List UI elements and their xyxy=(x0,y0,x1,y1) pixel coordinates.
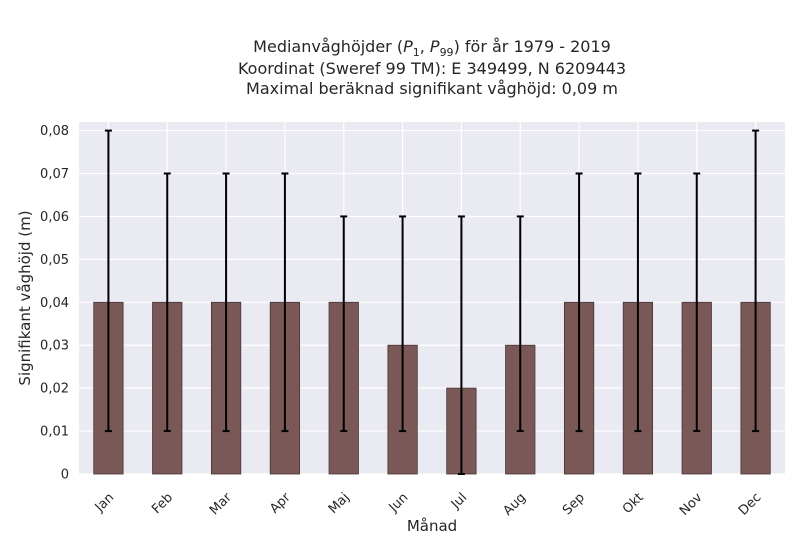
errorbar-dec xyxy=(752,129,760,433)
chart-title-line-3: Maximal beräknad signifikant våghöjd: 0,… xyxy=(246,79,618,98)
errorbar-feb xyxy=(163,172,171,433)
errorbar-sep xyxy=(575,172,583,433)
y-tick-label: 0,01 xyxy=(40,425,69,440)
x-axis-label: Månad xyxy=(407,517,457,535)
y-tick-label: 0 xyxy=(61,468,69,483)
errorbar-okt xyxy=(634,172,642,433)
errorbar-mar xyxy=(222,172,230,433)
y-tick-label: 0,02 xyxy=(40,382,69,397)
y-axis-label: Signifikant våghöjd (m) xyxy=(16,210,34,385)
x-tick-label: Dec xyxy=(736,490,764,518)
x-axis-ticks: Jan Feb Mar Apr Maj Jun Jul Aug Sep Okt Nov Dec xyxy=(92,490,765,519)
errorbar-jul xyxy=(457,215,465,475)
errorbar-jan xyxy=(104,129,112,433)
x-tick-label: Okt xyxy=(620,490,647,517)
x-tick-label: Jan xyxy=(92,490,117,515)
x-tick-label: Nov xyxy=(677,490,706,519)
errorbar-apr xyxy=(281,172,289,433)
errorbar-maj xyxy=(340,215,348,433)
x-tick-label: Maj xyxy=(326,490,353,517)
y-axis-ticks: 0 0,01 0,02 0,03 0,04 0,05 0,06 0,07 0,08 xyxy=(40,124,69,482)
y-tick-label: 0,04 xyxy=(40,296,69,311)
y-tick-label: 0,05 xyxy=(40,253,69,268)
error-bars xyxy=(104,129,760,475)
x-tick-label: Jul xyxy=(448,490,470,512)
y-tick-label: 0,08 xyxy=(40,124,69,139)
y-tick-label: 0,06 xyxy=(40,210,69,225)
y-tick-label: 0,03 xyxy=(40,339,69,354)
y-tick-label: 0,07 xyxy=(40,167,69,182)
chart-title-line-2: Koordinat (Sweref 99 TM): E 349499, N 62… xyxy=(238,59,626,78)
errorbar-aug xyxy=(516,215,524,433)
x-tick-label: Feb xyxy=(149,490,176,517)
x-tick-label: Aug xyxy=(501,490,530,519)
x-tick-label: Apr xyxy=(267,490,294,517)
x-tick-label: Jun xyxy=(386,490,412,516)
x-tick-label: Sep xyxy=(560,490,588,518)
chart-title-line-1: Medianvåghöjder (P1, P99) för år 1979 - … xyxy=(253,37,611,59)
x-tick-label: Mar xyxy=(207,490,235,518)
chart-title: Medianvåghöjder (P1, P99) för år 1979 - … xyxy=(238,37,626,98)
errorbar-jun xyxy=(399,215,407,433)
errorbar-nov xyxy=(693,172,701,433)
plot-area xyxy=(79,122,785,474)
